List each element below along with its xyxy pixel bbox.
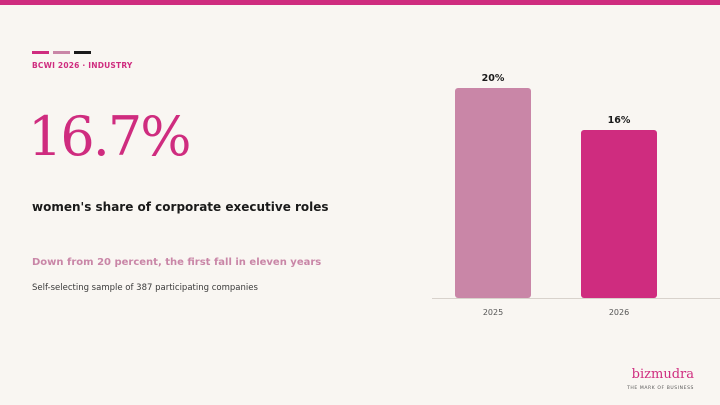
- bar-2025: [455, 88, 531, 298]
- sample-note: Self-selecting sample of 387 participati…: [32, 283, 258, 293]
- data-label-2025: 20%: [482, 73, 505, 84]
- header-dashes: [32, 51, 91, 54]
- dash-2: [53, 51, 70, 54]
- data-label-2026: 16%: [608, 115, 631, 126]
- dash-3: [74, 51, 91, 54]
- brand-tagline: THE MARK OF BUSINESS: [627, 386, 694, 391]
- headline: women's share of corporate executive rol…: [32, 200, 329, 214]
- brand-logo: bizmudra THE MARK OF BUSINESS: [627, 368, 694, 391]
- subline: Down from 20 percent, the first fall in …: [32, 257, 322, 268]
- top-accent-bar: [0, 0, 720, 5]
- big-stat-value: 16.7%: [28, 105, 192, 168]
- bar-chart: 20% 2025 16% 2026: [432, 73, 720, 317]
- dash-1: [32, 51, 49, 54]
- brand-name: bizmudra: [631, 367, 694, 382]
- tick-label-2025: 2025: [483, 308, 503, 317]
- eyebrow-label: BCWI 2026 · INDUSTRY: [32, 61, 133, 70]
- bar-2026: [581, 130, 657, 298]
- tick-label-2026: 2026: [609, 308, 629, 317]
